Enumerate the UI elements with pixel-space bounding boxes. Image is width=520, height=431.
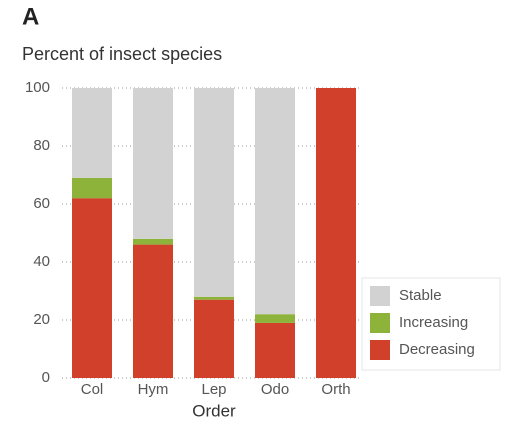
bar-segment [133,88,173,239]
legend-label: Increasing [399,314,468,331]
bar-segment [255,323,295,378]
x-axis-label: Order [192,401,236,420]
bar-segment [194,300,234,378]
bar-segment [194,88,234,297]
x-tick-label: Orth [321,381,350,398]
bar-segment [255,314,295,323]
y-tick-label: 100 [25,79,50,96]
y-tick-label: 0 [42,369,50,386]
y-tick-label: 20 [33,311,50,328]
legend-label: Decreasing [399,341,475,358]
bar-segment [194,297,234,300]
bar-segment [72,88,112,178]
y-tick-label: 40 [33,253,50,270]
y-tick-label: 60 [33,195,50,212]
x-tick-label: Odo [261,381,289,398]
bar-segment [72,198,112,378]
x-tick-label: Lep [201,381,226,398]
bar-segment [316,88,356,378]
x-tick-label: Col [81,381,104,398]
bar-segment [255,88,295,314]
panel-label: A [22,3,39,30]
legend-swatch [370,286,390,306]
legend-label: Stable [399,287,442,304]
bar-segment [133,239,173,245]
y-tick-label: 80 [33,137,50,154]
legend-swatch [370,313,390,333]
x-tick-label: Hym [138,381,169,398]
bar-segment [72,178,112,198]
bar-segment [133,245,173,378]
legend-swatch [370,340,390,360]
chart: A Percent of insect species Order 0 20 40 6… [0,0,520,431]
chart-title: Percent of insect species [22,44,222,64]
